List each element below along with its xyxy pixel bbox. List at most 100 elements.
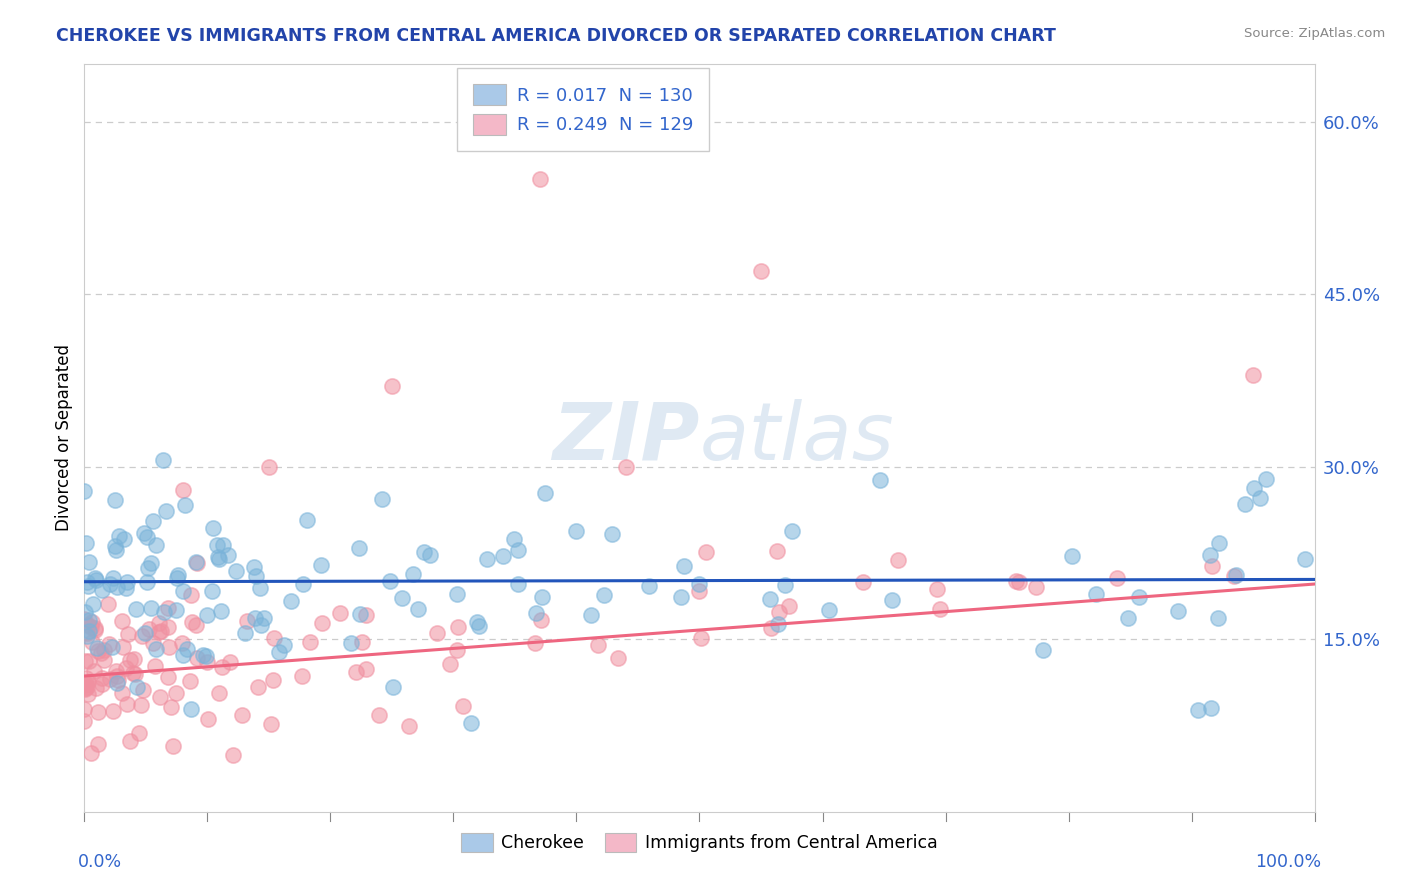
Point bbox=[768, 605, 790, 619]
Point bbox=[1085, 587, 1108, 601]
Point bbox=[79, 747, 101, 761]
Point bbox=[105, 664, 128, 678]
Point bbox=[273, 638, 295, 652]
Point bbox=[142, 635, 165, 649]
Point bbox=[766, 616, 789, 631]
Point bbox=[869, 473, 891, 487]
Point bbox=[1256, 472, 1278, 486]
Point bbox=[77, 654, 100, 668]
Point bbox=[83, 571, 105, 585]
Point bbox=[186, 650, 208, 665]
Point bbox=[209, 604, 232, 618]
Point bbox=[1223, 569, 1246, 583]
Point bbox=[145, 538, 167, 552]
Point bbox=[195, 608, 218, 623]
Point bbox=[253, 610, 276, 624]
Point bbox=[120, 734, 142, 748]
Point bbox=[371, 492, 394, 507]
Point bbox=[91, 671, 114, 685]
Point bbox=[155, 503, 177, 517]
Point bbox=[368, 708, 391, 723]
Point bbox=[179, 673, 201, 688]
Text: atlas: atlas bbox=[700, 399, 894, 477]
Point bbox=[76, 575, 98, 590]
Point bbox=[614, 459, 637, 474]
Point bbox=[84, 573, 107, 587]
Point bbox=[350, 635, 373, 649]
Text: Source: ZipAtlas.com: Source: ZipAtlas.com bbox=[1244, 27, 1385, 40]
Point bbox=[246, 680, 269, 694]
Point bbox=[84, 623, 107, 637]
Point bbox=[391, 591, 413, 606]
Point bbox=[76, 625, 98, 640]
Point bbox=[167, 568, 190, 582]
Point bbox=[143, 659, 166, 673]
Point bbox=[349, 607, 371, 622]
Point bbox=[117, 627, 139, 641]
Point bbox=[125, 601, 148, 615]
Point bbox=[87, 737, 110, 751]
Point bbox=[128, 726, 150, 740]
Point bbox=[180, 701, 202, 715]
Point bbox=[184, 617, 207, 632]
Point bbox=[180, 588, 202, 602]
Point bbox=[79, 624, 101, 638]
Point bbox=[201, 583, 224, 598]
Point bbox=[236, 615, 259, 629]
Point bbox=[1004, 574, 1026, 589]
Point bbox=[142, 514, 165, 528]
Point bbox=[475, 551, 498, 566]
Point bbox=[243, 610, 266, 624]
Point bbox=[149, 690, 172, 705]
Point bbox=[165, 686, 187, 700]
Point bbox=[607, 651, 630, 665]
Point bbox=[105, 669, 128, 683]
Point bbox=[86, 640, 108, 655]
Point bbox=[100, 577, 122, 591]
Point bbox=[134, 525, 156, 540]
Point bbox=[533, 486, 555, 500]
Point bbox=[98, 672, 121, 686]
Point bbox=[115, 697, 138, 711]
Point bbox=[1032, 642, 1054, 657]
Point bbox=[929, 602, 952, 616]
Point bbox=[136, 530, 159, 544]
Point bbox=[148, 615, 170, 630]
Point bbox=[75, 672, 97, 686]
Point bbox=[172, 636, 194, 650]
Point bbox=[413, 545, 436, 559]
Point bbox=[222, 748, 245, 763]
Point bbox=[1225, 568, 1247, 582]
Point bbox=[886, 553, 908, 567]
Point bbox=[673, 559, 696, 574]
Point bbox=[1107, 571, 1129, 585]
Point bbox=[503, 532, 526, 546]
Point bbox=[530, 613, 553, 627]
Point bbox=[101, 704, 124, 718]
Point bbox=[131, 698, 153, 713]
Point bbox=[75, 535, 97, 549]
Point bbox=[75, 654, 97, 668]
Point bbox=[157, 600, 180, 615]
Point bbox=[1199, 548, 1222, 562]
Point bbox=[398, 719, 420, 733]
Point bbox=[262, 673, 284, 688]
Point bbox=[212, 538, 235, 552]
Point bbox=[225, 564, 247, 578]
Point bbox=[82, 615, 104, 629]
Point bbox=[242, 560, 264, 574]
Point bbox=[195, 648, 218, 663]
Point bbox=[111, 615, 134, 629]
Point bbox=[105, 543, 128, 558]
Point bbox=[82, 634, 104, 648]
Point bbox=[104, 539, 127, 553]
Point bbox=[492, 549, 515, 563]
Point bbox=[602, 527, 624, 541]
Point bbox=[446, 587, 468, 601]
Point bbox=[73, 612, 96, 626]
Point bbox=[114, 532, 136, 546]
Point bbox=[97, 597, 120, 611]
Point bbox=[349, 541, 371, 555]
Point bbox=[419, 548, 441, 562]
Point bbox=[173, 498, 195, 512]
